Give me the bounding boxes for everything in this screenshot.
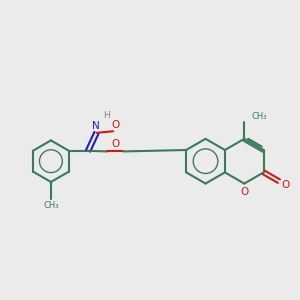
Text: O: O <box>111 140 119 149</box>
Text: O: O <box>282 180 290 190</box>
Text: CH₃: CH₃ <box>43 201 59 210</box>
Text: O: O <box>112 120 120 130</box>
Text: N: N <box>92 122 100 131</box>
Text: O: O <box>240 187 248 196</box>
Text: H: H <box>103 111 110 120</box>
Text: CH₃: CH₃ <box>251 112 267 121</box>
